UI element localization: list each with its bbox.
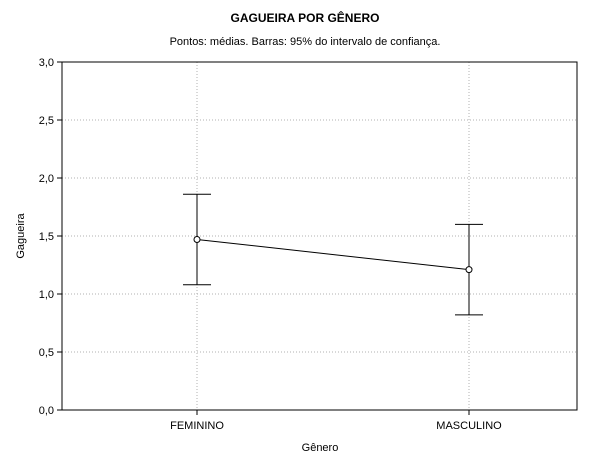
x-axis-label: Gênero (302, 442, 339, 454)
y-tick-label: 2,5 (39, 115, 54, 127)
y-tick-label: 2,0 (39, 173, 54, 185)
y-axis-label: Gagueira (15, 212, 27, 258)
x-axis: FEMININO MASCULINO (170, 410, 502, 432)
grid (62, 62, 577, 410)
chart-title: GAGUEIRA POR GÊNERO (231, 10, 380, 25)
y-tick-label: 0,0 (39, 405, 54, 417)
y-tick-label: 1,5 (39, 231, 54, 243)
x-tick-label: FEMININO (170, 420, 224, 432)
data-point (465, 266, 473, 274)
plot-frame (61, 61, 578, 411)
chart-subtitle: Pontos: médias. Barras: 95% do intervalo… (170, 36, 441, 48)
y-tick-label: 0,5 (39, 347, 54, 359)
series-line (196, 238, 470, 271)
series (183, 193, 483, 316)
y-axis: 0,0 0,5 1,0 1,5 2,0 2,5 3,0 (39, 57, 62, 417)
y-tick-label: 1,0 (39, 289, 54, 301)
x-tick-label: MASCULINO (436, 420, 502, 432)
data-point (193, 235, 201, 243)
y-tick-label: 3,0 (39, 57, 54, 69)
